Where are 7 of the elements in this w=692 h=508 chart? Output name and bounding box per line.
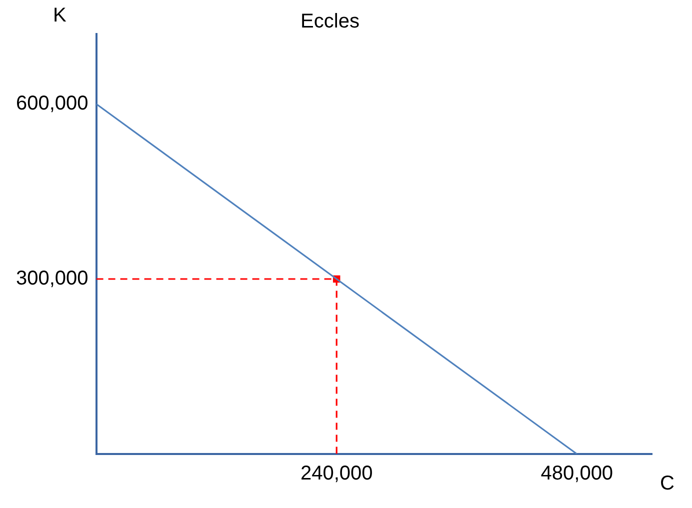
y-tick-label: 600,000 (16, 92, 88, 115)
x-axis-title: C (660, 472, 674, 495)
chart-title: Eccles (300, 10, 360, 33)
x-tick-label: 240,000 (300, 462, 373, 485)
y-tick-label: 300,000 (16, 268, 88, 290)
x-tick-label: 480,000 (540, 462, 614, 485)
y-axis-title: K (52, 4, 67, 27)
